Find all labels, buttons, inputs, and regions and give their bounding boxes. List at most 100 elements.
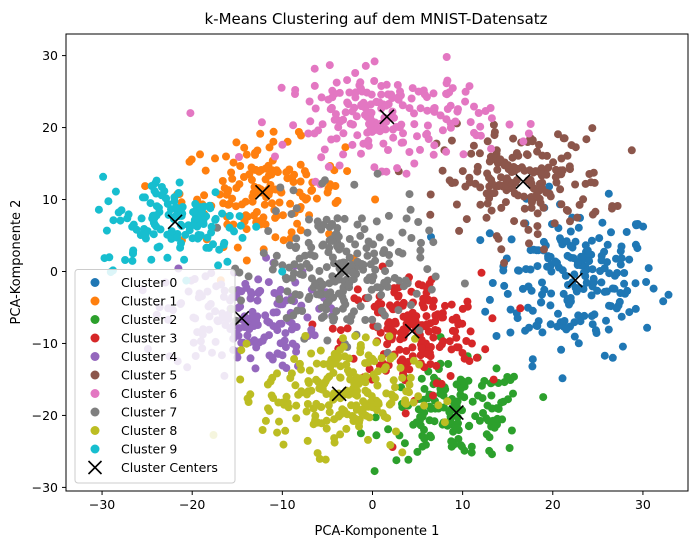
- data-point: [464, 422, 473, 431]
- data-point: [229, 158, 238, 167]
- data-point: [261, 416, 270, 425]
- data-point: [397, 120, 406, 129]
- data-point: [589, 278, 598, 287]
- data-point: [488, 314, 497, 323]
- data-point: [361, 333, 370, 342]
- data-point: [356, 302, 365, 311]
- data-point: [507, 426, 516, 435]
- data-point: [322, 215, 331, 224]
- data-point: [404, 455, 413, 464]
- data-point: [427, 404, 435, 413]
- data-point: [442, 90, 451, 99]
- data-point: [372, 217, 381, 226]
- data-point: [286, 241, 294, 250]
- data-point: [246, 354, 255, 363]
- legend-marker: [90, 407, 100, 417]
- data-point: [325, 359, 333, 368]
- data-point: [533, 262, 542, 271]
- data-point: [317, 153, 326, 162]
- data-point: [410, 120, 419, 129]
- data-point: [285, 165, 294, 174]
- data-point: [333, 214, 342, 223]
- data-point: [348, 107, 357, 116]
- data-point: [426, 360, 435, 369]
- data-point: [616, 260, 625, 269]
- data-point: [336, 373, 345, 382]
- data-point: [278, 361, 287, 370]
- data-point: [489, 375, 498, 384]
- data-point: [99, 172, 108, 181]
- series-7: [213, 169, 469, 357]
- data-point: [574, 223, 583, 232]
- data-point: [547, 289, 556, 298]
- data-point: [490, 423, 499, 432]
- data-point: [344, 280, 353, 289]
- data-point: [353, 131, 362, 140]
- data-point: [353, 285, 362, 294]
- data-point: [155, 242, 164, 251]
- data-point: [396, 87, 404, 96]
- data-point: [146, 199, 155, 208]
- data-point: [364, 435, 372, 444]
- data-point: [316, 346, 325, 355]
- data-point: [420, 90, 429, 99]
- data-point: [394, 292, 403, 301]
- data-point: [398, 355, 407, 364]
- data-point: [461, 97, 470, 106]
- data-point: [608, 204, 616, 213]
- data-point: [347, 260, 356, 269]
- data-point: [275, 319, 284, 328]
- data-point: [371, 256, 380, 265]
- data-point: [218, 209, 227, 218]
- data-point: [276, 285, 285, 294]
- data-point: [265, 143, 274, 152]
- data-point: [121, 256, 130, 264]
- data-point: [493, 165, 502, 174]
- data-point: [273, 428, 282, 437]
- data-point: [618, 342, 627, 351]
- data-point: [365, 413, 374, 422]
- data-point: [335, 161, 344, 170]
- data-point: [170, 197, 179, 206]
- x-tick-label: −10: [269, 497, 295, 512]
- data-point: [461, 182, 470, 191]
- data-point: [475, 149, 484, 158]
- data-point: [528, 355, 537, 364]
- data-point: [406, 205, 415, 214]
- data-point: [604, 189, 613, 198]
- data-point: [307, 243, 316, 252]
- data-point: [303, 228, 312, 237]
- data-point: [377, 300, 386, 309]
- legend-item: Cluster 4: [90, 349, 177, 364]
- data-point: [446, 372, 455, 380]
- data-point: [509, 134, 518, 143]
- data-point: [410, 159, 419, 168]
- data-point: [329, 368, 338, 377]
- data-point: [274, 398, 283, 407]
- data-point: [373, 322, 382, 331]
- data-point: [525, 323, 533, 332]
- data-point: [500, 258, 509, 267]
- data-point: [350, 390, 359, 399]
- data-point: [535, 194, 544, 203]
- data-point: [423, 265, 432, 274]
- data-point: [472, 353, 481, 362]
- data-point: [109, 216, 118, 225]
- data-point: [438, 126, 447, 135]
- data-point: [357, 214, 366, 223]
- legend-box: [74, 269, 236, 484]
- data-point: [270, 259, 279, 268]
- data-point: [364, 293, 373, 302]
- data-point: [399, 129, 407, 138]
- data-point: [329, 316, 338, 325]
- data-point: [218, 177, 227, 185]
- data-point: [385, 400, 394, 409]
- data-point: [368, 315, 377, 324]
- data-point: [467, 149, 476, 158]
- data-point: [235, 153, 243, 161]
- data-point: [399, 298, 408, 307]
- data-point: [328, 324, 337, 333]
- data-point: [483, 137, 492, 146]
- data-point: [388, 352, 397, 361]
- data-point: [286, 199, 295, 208]
